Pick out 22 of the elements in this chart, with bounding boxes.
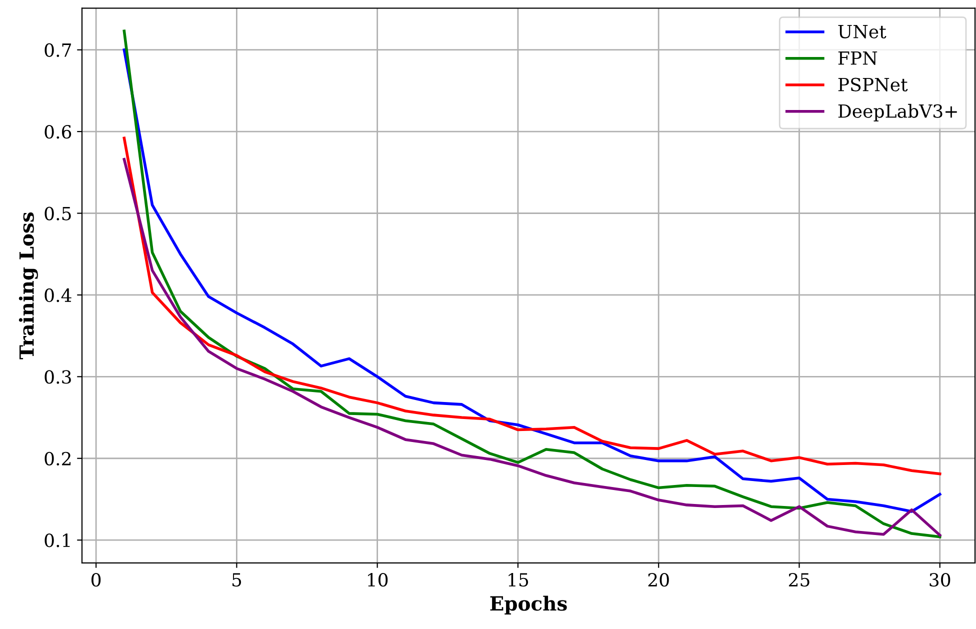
line-series: [122, 158, 942, 537]
x-tick-label: 20: [648, 572, 669, 587]
y-tick-label: 0.4: [44, 288, 72, 302]
y-axis-title: Training Loss: [18, 212, 38, 360]
legend-label: UNet: [838, 24, 886, 38]
y-tick-label: 0.3: [44, 370, 71, 384]
y-tick-label: 0.5: [44, 206, 71, 220]
legend-label: FPN: [838, 51, 878, 65]
x-tick-label: 5: [232, 573, 242, 587]
x-tick-label: 15: [508, 572, 528, 587]
x-tick-label: 0: [91, 572, 101, 587]
x-axis-title: Epochs: [490, 596, 567, 615]
y-tick-label: 0.7: [44, 43, 71, 57]
y-tick-label: 0.2: [44, 452, 70, 466]
x-tick-label: 10: [368, 572, 388, 587]
legend-label: PSPNet: [838, 78, 908, 92]
y-tick-label: 0.6: [44, 125, 72, 139]
y-tick-label: 0.1: [44, 534, 70, 548]
x-tick-label: 25: [788, 572, 810, 587]
line-series: [122, 136, 942, 476]
x-tick-label: 30: [930, 572, 950, 587]
legend-label: DeepLabV3+: [838, 104, 957, 122]
